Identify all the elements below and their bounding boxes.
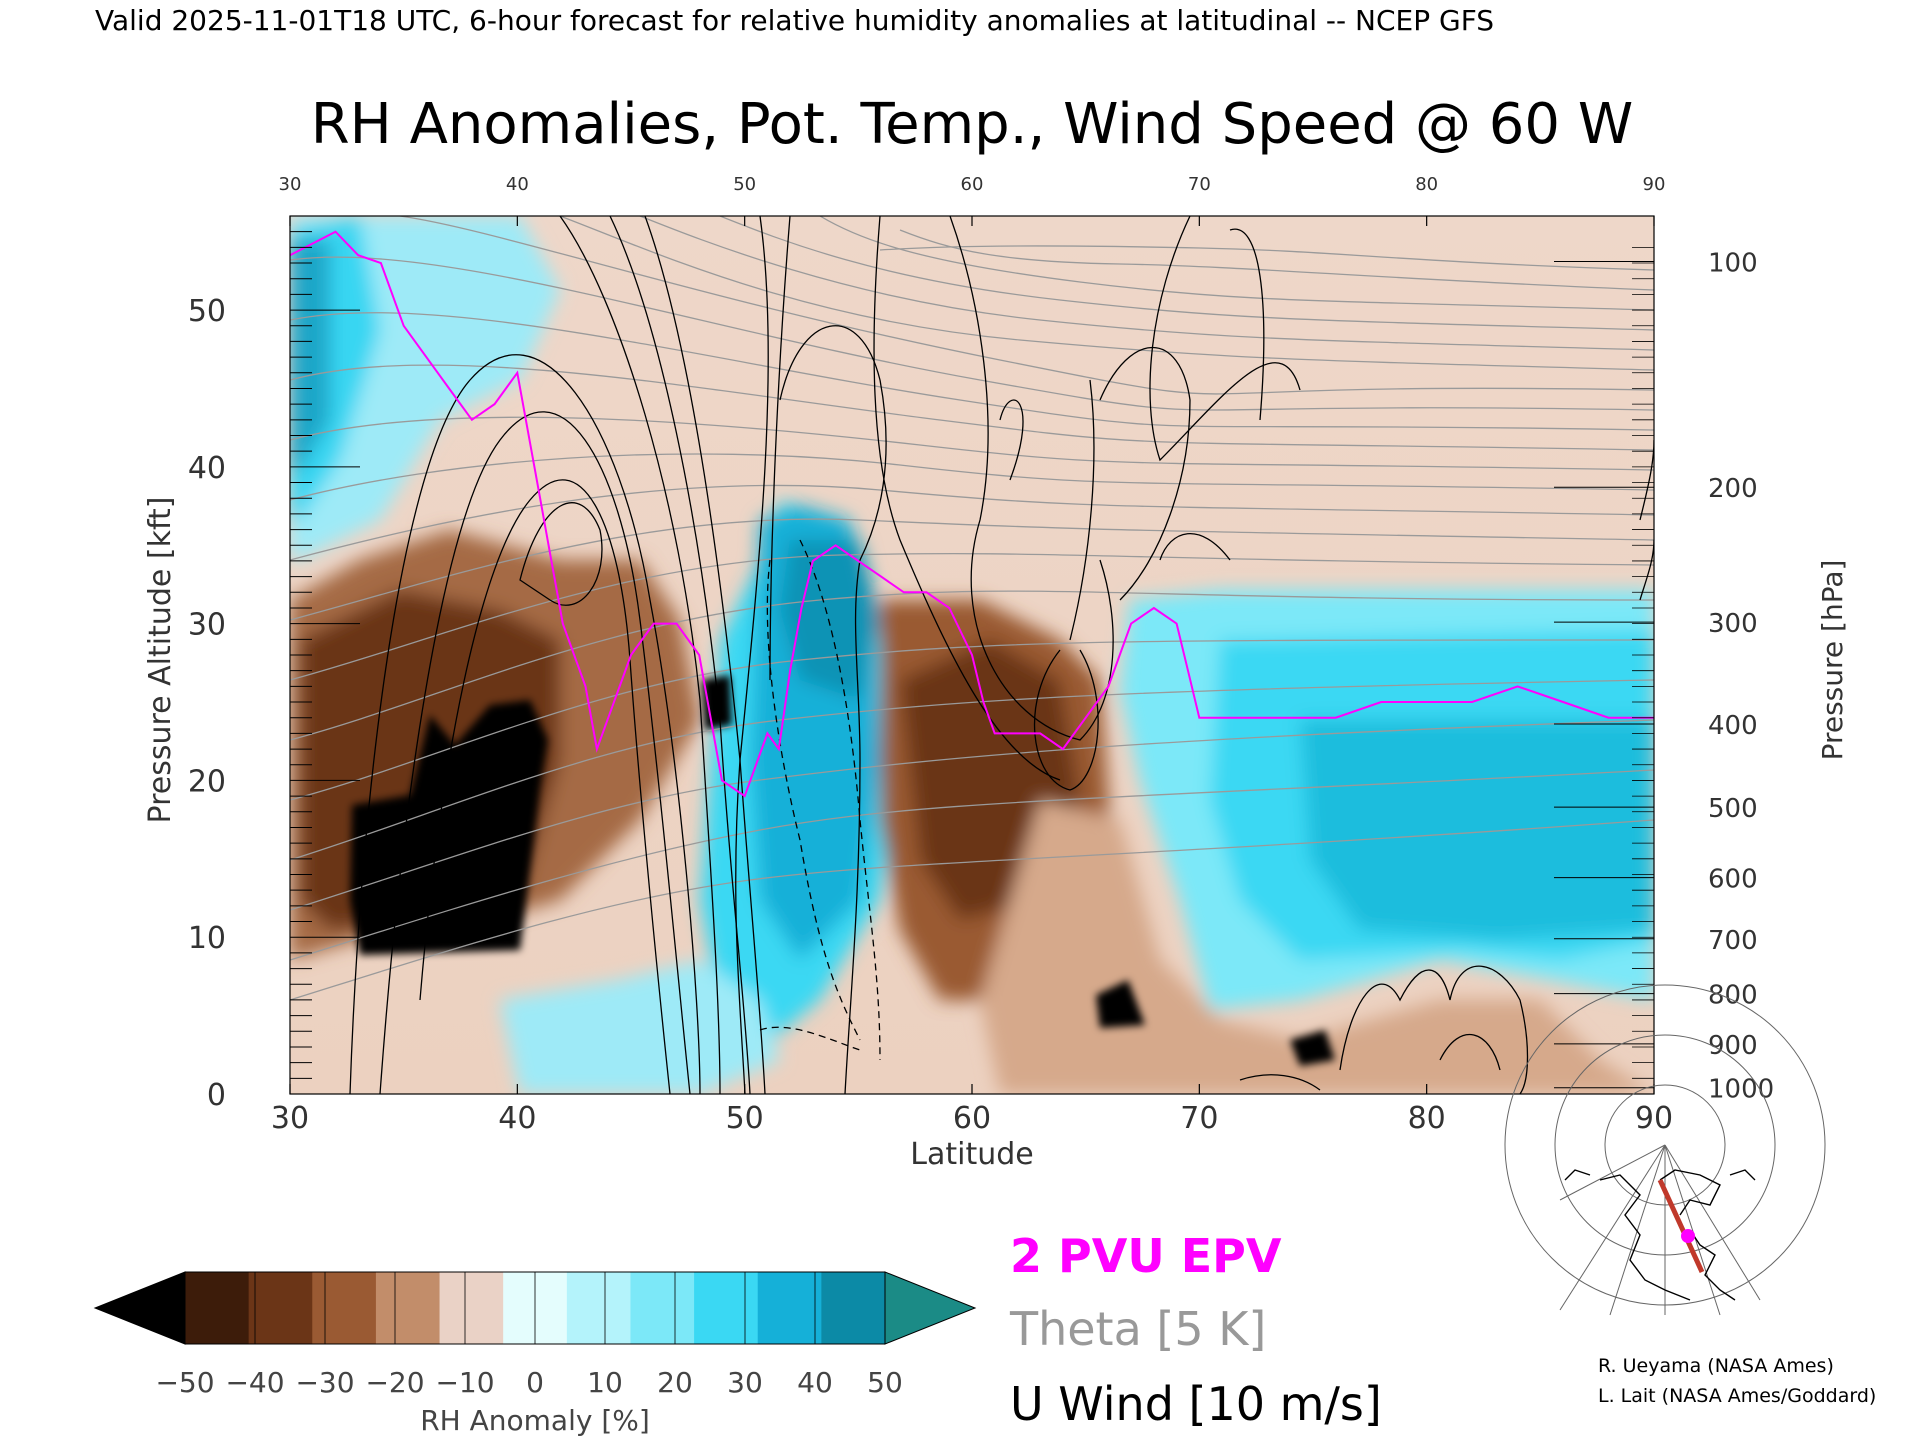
colorbar-tick-label: −40 (225, 1366, 284, 1399)
colorbar-high-arrow (884, 1271, 977, 1345)
chart-title: RH Anomalies, Pot. Temp., Wind Speed @ 6… (311, 92, 1633, 157)
x-tick-label: 70 (1180, 1101, 1218, 1136)
y-tick-label: 0 (207, 1078, 226, 1113)
x-axis-label: Latitude (910, 1137, 1033, 1172)
legend-uwind: U Wind [10 m/s] (1010, 1377, 1382, 1431)
x-tick-label: 60 (953, 1101, 991, 1136)
u-wind-contours (349, 216, 1654, 1094)
pressure-tick-label: 900 (1708, 1031, 1758, 1061)
x-tick-label: 90 (1635, 1101, 1673, 1136)
colorbar-segment (630, 1272, 695, 1344)
colorbar-label: RH Anomaly [%] (420, 1404, 650, 1437)
colorbar-tick-label: 0 (526, 1366, 544, 1399)
colorbar-segment (694, 1272, 759, 1344)
x-tick-label-top: 60 (961, 174, 984, 195)
y-tick-label: 30 (188, 608, 226, 643)
colorbar-tick-label: 30 (727, 1366, 763, 1399)
pressure-tick-label: 1000 (1708, 1075, 1774, 1105)
x-axis: 30 30 40 40 50 50 60 60 70 70 80 80 90 90 (271, 174, 1673, 1136)
x-tick-label: 30 (271, 1101, 309, 1136)
x-tick-label: 50 (726, 1101, 764, 1136)
pressure-tick-label: 800 (1708, 981, 1758, 1011)
colorbar-tick-label: −30 (295, 1366, 354, 1399)
colorbar-tick-label: 40 (797, 1366, 833, 1399)
colorbar-tick-label: −10 (435, 1366, 494, 1399)
colorbar-low-arrow (93, 1271, 186, 1345)
pressure-tick-label: 500 (1708, 794, 1758, 824)
x-tick-label-top: 90 (1643, 174, 1666, 195)
colorbar-segment (375, 1272, 441, 1344)
pressure-tick-label: 200 (1708, 474, 1758, 504)
x-tick-label-top: 30 (279, 174, 302, 195)
valid-line: Valid 2025-11-01T18 UTC, 6-hour forecast… (95, 4, 1494, 37)
theta-contours (290, 216, 1654, 1001)
pressure-tick-label: 300 (1708, 609, 1758, 639)
y-tick-label: 20 (188, 764, 226, 799)
pressure-tick-label: 400 (1708, 711, 1758, 741)
colorbar: −50 −40 −30 −20 −10 0 10 20 30 40 50 (93, 1271, 977, 1399)
y-tick-label: 10 (188, 921, 226, 956)
y-axis-label-left: Pressure Altitude [kft] (143, 497, 178, 824)
legend-theta: Theta [5 K] (1009, 1302, 1266, 1356)
colorbar-tick-label: 10 (587, 1366, 623, 1399)
epv-2pvu-line (290, 230, 1654, 798)
u-wind-negative-contours (759, 539, 881, 1061)
colorbar-segment (248, 1272, 313, 1344)
x-tick-label-top: 50 (733, 174, 756, 195)
colorbar-tick-label: 50 (867, 1366, 903, 1399)
inset-map (1504, 984, 1826, 1316)
x-tick-label: 40 (498, 1101, 536, 1136)
pressure-tick-label: 700 (1708, 926, 1758, 956)
pressure-tick-label: 600 (1708, 865, 1758, 895)
colorbar-tick-label: −50 (155, 1366, 214, 1399)
colorbar-segment (566, 1272, 631, 1344)
colorbar-segment (312, 1272, 377, 1344)
y-tick-label: 50 (188, 294, 226, 329)
colorbar-segment (439, 1272, 504, 1344)
colorbar-segment (185, 1272, 250, 1344)
colorbar-tick-label: −20 (365, 1366, 424, 1399)
x-tick-label-top: 40 (506, 174, 529, 195)
colorbar-tick-label: 20 (657, 1366, 693, 1399)
y-axis-left: 0 10 20 30 40 50 (188, 231, 360, 1113)
y-tick-label: 40 (188, 451, 226, 486)
legend-epv: 2 PVU EPV (1010, 1229, 1282, 1283)
colorbar-segment (757, 1272, 822, 1344)
colorbar-segment (821, 1272, 886, 1344)
pressure-tick-label: 100 (1708, 248, 1758, 278)
x-tick-label-top: 80 (1415, 174, 1438, 195)
credit-line-1: R. Ueyama (NASA Ames) (1598, 1355, 1834, 1377)
y-axis-label-right: Pressure [hPa] (1816, 560, 1849, 761)
y-axis-right: 100 200 300 400 500 600 700 800 900 1000 (1554, 246, 1774, 1105)
credit-line-2: L. Lait (NASA Ames/Goddard) (1598, 1385, 1877, 1407)
rh-anomaly-field (290, 216, 1654, 1094)
x-tick-label-top: 70 (1188, 174, 1211, 195)
x-tick-label: 80 (1408, 1101, 1446, 1136)
